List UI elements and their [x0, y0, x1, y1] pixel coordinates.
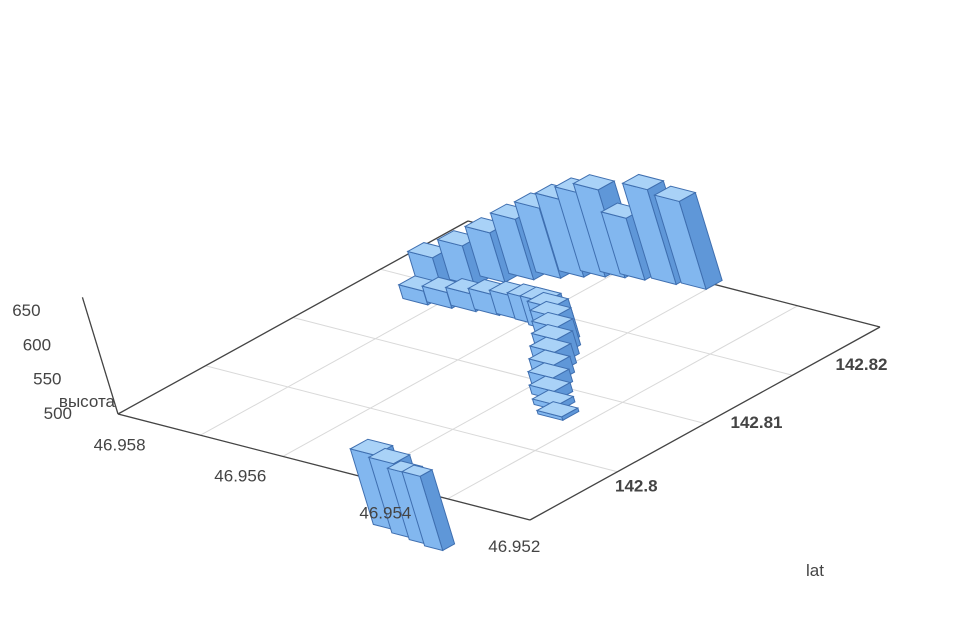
svg-text:650: 650: [12, 301, 40, 320]
svg-text:142.81: 142.81: [731, 413, 783, 432]
svg-text:высота: высота: [59, 392, 116, 411]
svg-text:550: 550: [33, 370, 61, 389]
svg-text:142.8: 142.8: [615, 477, 658, 496]
svg-text:46.954: 46.954: [359, 504, 411, 523]
svg-text:600: 600: [23, 335, 51, 354]
svg-text:lat: lat: [806, 561, 824, 580]
svg-text:46.952: 46.952: [488, 537, 540, 556]
svg-text:46.958: 46.958: [94, 435, 146, 454]
svg-text:142.82: 142.82: [836, 355, 888, 374]
svg-text:46.956: 46.956: [214, 466, 266, 485]
